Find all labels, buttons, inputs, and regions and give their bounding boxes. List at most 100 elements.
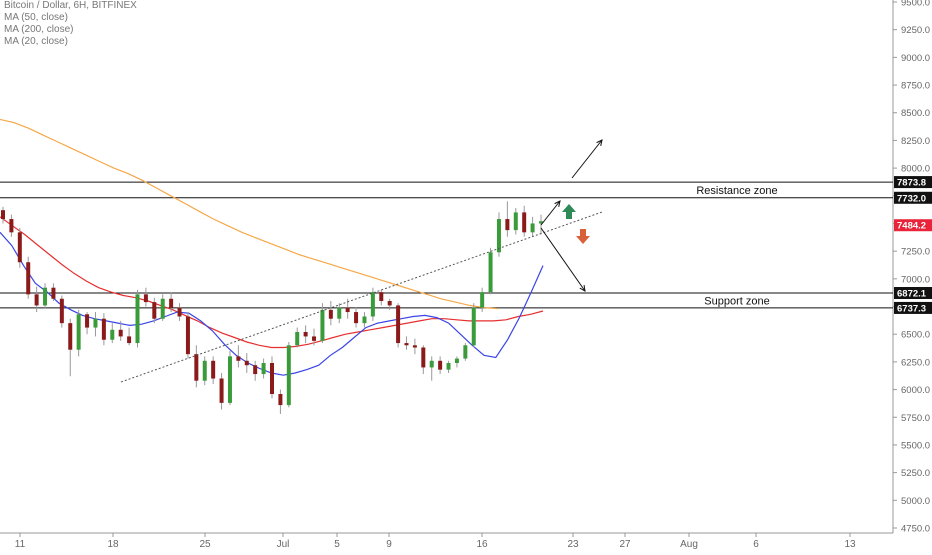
candle-body	[26, 262, 31, 295]
candle-body	[370, 292, 375, 317]
x-tick-label: 13	[844, 539, 856, 550]
x-tick-label: Jul	[277, 539, 290, 550]
candle-body	[51, 287, 56, 299]
y-tick-label: 6250.0	[901, 357, 930, 368]
candle-body	[202, 360, 207, 381]
candle-body	[253, 365, 258, 375]
y-tick-label: 6500.0	[901, 330, 930, 341]
y-tick-label: 8250.0	[901, 136, 930, 147]
level-price-tag	[894, 176, 932, 189]
y-tick-label: 8000.0	[901, 164, 930, 175]
candle-body	[505, 219, 510, 231]
candle-body	[194, 354, 199, 381]
candle-body	[270, 363, 274, 395]
zone-label: Resistance zone	[696, 185, 777, 197]
candle-body	[328, 309, 333, 319]
trendline	[120, 211, 603, 383]
candle-body	[539, 221, 543, 224]
candle-body	[17, 232, 22, 263]
candle-body	[59, 298, 64, 324]
candle-body	[219, 378, 224, 403]
x-tick-label: 23	[567, 539, 579, 550]
candle-body	[513, 212, 518, 231]
candle-body	[227, 356, 232, 403]
y-tick-label: 5000.0	[901, 496, 930, 507]
candle-body	[320, 309, 325, 341]
y-tick-label: 9250.0	[901, 25, 930, 36]
candle-body	[354, 312, 359, 324]
candle-body	[211, 360, 216, 379]
ma200-line	[0, 118, 499, 310]
candle-body	[169, 298, 174, 308]
x-tick-label: 16	[476, 539, 488, 550]
level-price-tag	[894, 301, 932, 314]
candle-body	[236, 356, 241, 361]
projection-arrow-up-short-head	[554, 200, 561, 207]
last-price-label: 7484.2	[897, 221, 926, 232]
y-tick-label: 6000.0	[901, 385, 930, 396]
ma50-line	[0, 216, 544, 349]
chart-legend: Bitcoin / Dollar, 6H, BITFINEX MA (50, c…	[4, 0, 137, 48]
candle-body	[68, 323, 73, 350]
candle-body	[9, 219, 14, 233]
candle-body	[429, 360, 434, 368]
projection-arrow-up-long-head	[596, 139, 603, 146]
candle-body	[312, 336, 317, 341]
candle-body	[522, 212, 527, 233]
legend-ma50: MA (50, close)	[4, 12, 68, 23]
candle-body	[152, 302, 157, 319]
projection-arrow-down-head	[579, 284, 586, 292]
zone-label: Support zone	[704, 295, 769, 307]
candle-body	[244, 360, 249, 366]
x-tick-label: 6	[753, 539, 759, 550]
candle-body	[379, 292, 384, 301]
candle-body	[396, 305, 401, 344]
candle-body	[34, 294, 39, 306]
candle-body	[446, 363, 451, 370]
x-tick-label: 5	[334, 539, 340, 550]
y-tick-label: 7000.0	[901, 274, 930, 285]
level-price-label: 6737.3	[897, 303, 926, 314]
y-tick-label: 5250.0	[901, 468, 930, 479]
y-tick-label: 5500.0	[901, 440, 930, 451]
candle-body	[454, 358, 459, 364]
x-tick-label: 18	[107, 539, 119, 550]
y-tick-label: 8750.0	[901, 81, 930, 92]
x-tick-label: 25	[199, 539, 211, 550]
candle-body	[303, 331, 308, 337]
candle-body	[261, 363, 266, 375]
y-tick-label: 7250.0	[901, 247, 930, 258]
candle-body	[337, 307, 342, 319]
projection-arrow-down	[540, 227, 586, 292]
candle-body	[278, 394, 283, 406]
level-price-tag	[894, 287, 932, 300]
candle-body	[101, 318, 106, 340]
bearish-arrow-icon	[576, 229, 590, 244]
candle-body	[143, 294, 148, 303]
last-price-tag	[894, 219, 932, 232]
level-price-label: 6872.1	[897, 289, 927, 300]
candle-body	[118, 329, 123, 337]
level-price-label: 7873.8	[897, 178, 926, 189]
bullish-arrow-icon	[562, 204, 576, 219]
legend-ma200: MA (200, close)	[4, 24, 74, 35]
candle-body	[135, 294, 140, 344]
candle-body	[76, 314, 81, 350]
candle-body	[362, 316, 367, 324]
x-tick-label: Aug	[680, 539, 698, 550]
x-tick-label: 9	[386, 539, 392, 550]
candle-body	[496, 219, 501, 253]
candle-body	[488, 252, 493, 293]
level-price-tag	[894, 191, 932, 204]
candle-body	[85, 314, 90, 328]
candle-body	[110, 329, 115, 340]
y-tick-label: 4750.0	[901, 524, 930, 535]
candle-body	[387, 300, 392, 306]
candle-body	[412, 345, 417, 348]
candle-body	[421, 347, 426, 368]
candle-body	[404, 343, 409, 346]
candle-body	[286, 345, 291, 406]
x-tick-label: 11	[15, 539, 26, 550]
